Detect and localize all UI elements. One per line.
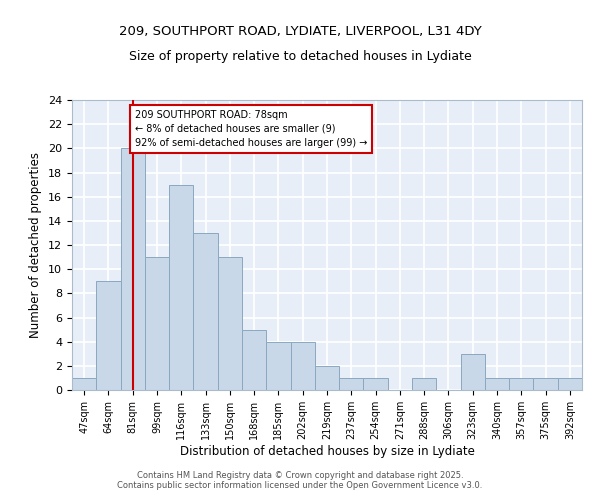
Text: 209 SOUTHPORT ROAD: 78sqm
← 8% of detached houses are smaller (9)
92% of semi-de: 209 SOUTHPORT ROAD: 78sqm ← 8% of detach… <box>135 110 368 148</box>
Bar <box>72 378 96 390</box>
Bar <box>461 354 485 390</box>
Bar <box>509 378 533 390</box>
Bar <box>96 281 121 390</box>
Bar <box>193 233 218 390</box>
Y-axis label: Number of detached properties: Number of detached properties <box>29 152 43 338</box>
Bar <box>533 378 558 390</box>
Bar <box>412 378 436 390</box>
Bar <box>290 342 315 390</box>
Bar <box>485 378 509 390</box>
X-axis label: Distribution of detached houses by size in Lydiate: Distribution of detached houses by size … <box>179 444 475 458</box>
Text: 209, SOUTHPORT ROAD, LYDIATE, LIVERPOOL, L31 4DY: 209, SOUTHPORT ROAD, LYDIATE, LIVERPOOL,… <box>119 25 481 38</box>
Text: Size of property relative to detached houses in Lydiate: Size of property relative to detached ho… <box>128 50 472 63</box>
Bar <box>218 257 242 390</box>
Bar <box>121 148 145 390</box>
Bar <box>169 184 193 390</box>
Bar <box>145 257 169 390</box>
Text: Contains HM Land Registry data © Crown copyright and database right 2025.
Contai: Contains HM Land Registry data © Crown c… <box>118 470 482 490</box>
Bar <box>558 378 582 390</box>
Bar <box>364 378 388 390</box>
Bar <box>315 366 339 390</box>
Bar <box>242 330 266 390</box>
Bar <box>339 378 364 390</box>
Bar <box>266 342 290 390</box>
